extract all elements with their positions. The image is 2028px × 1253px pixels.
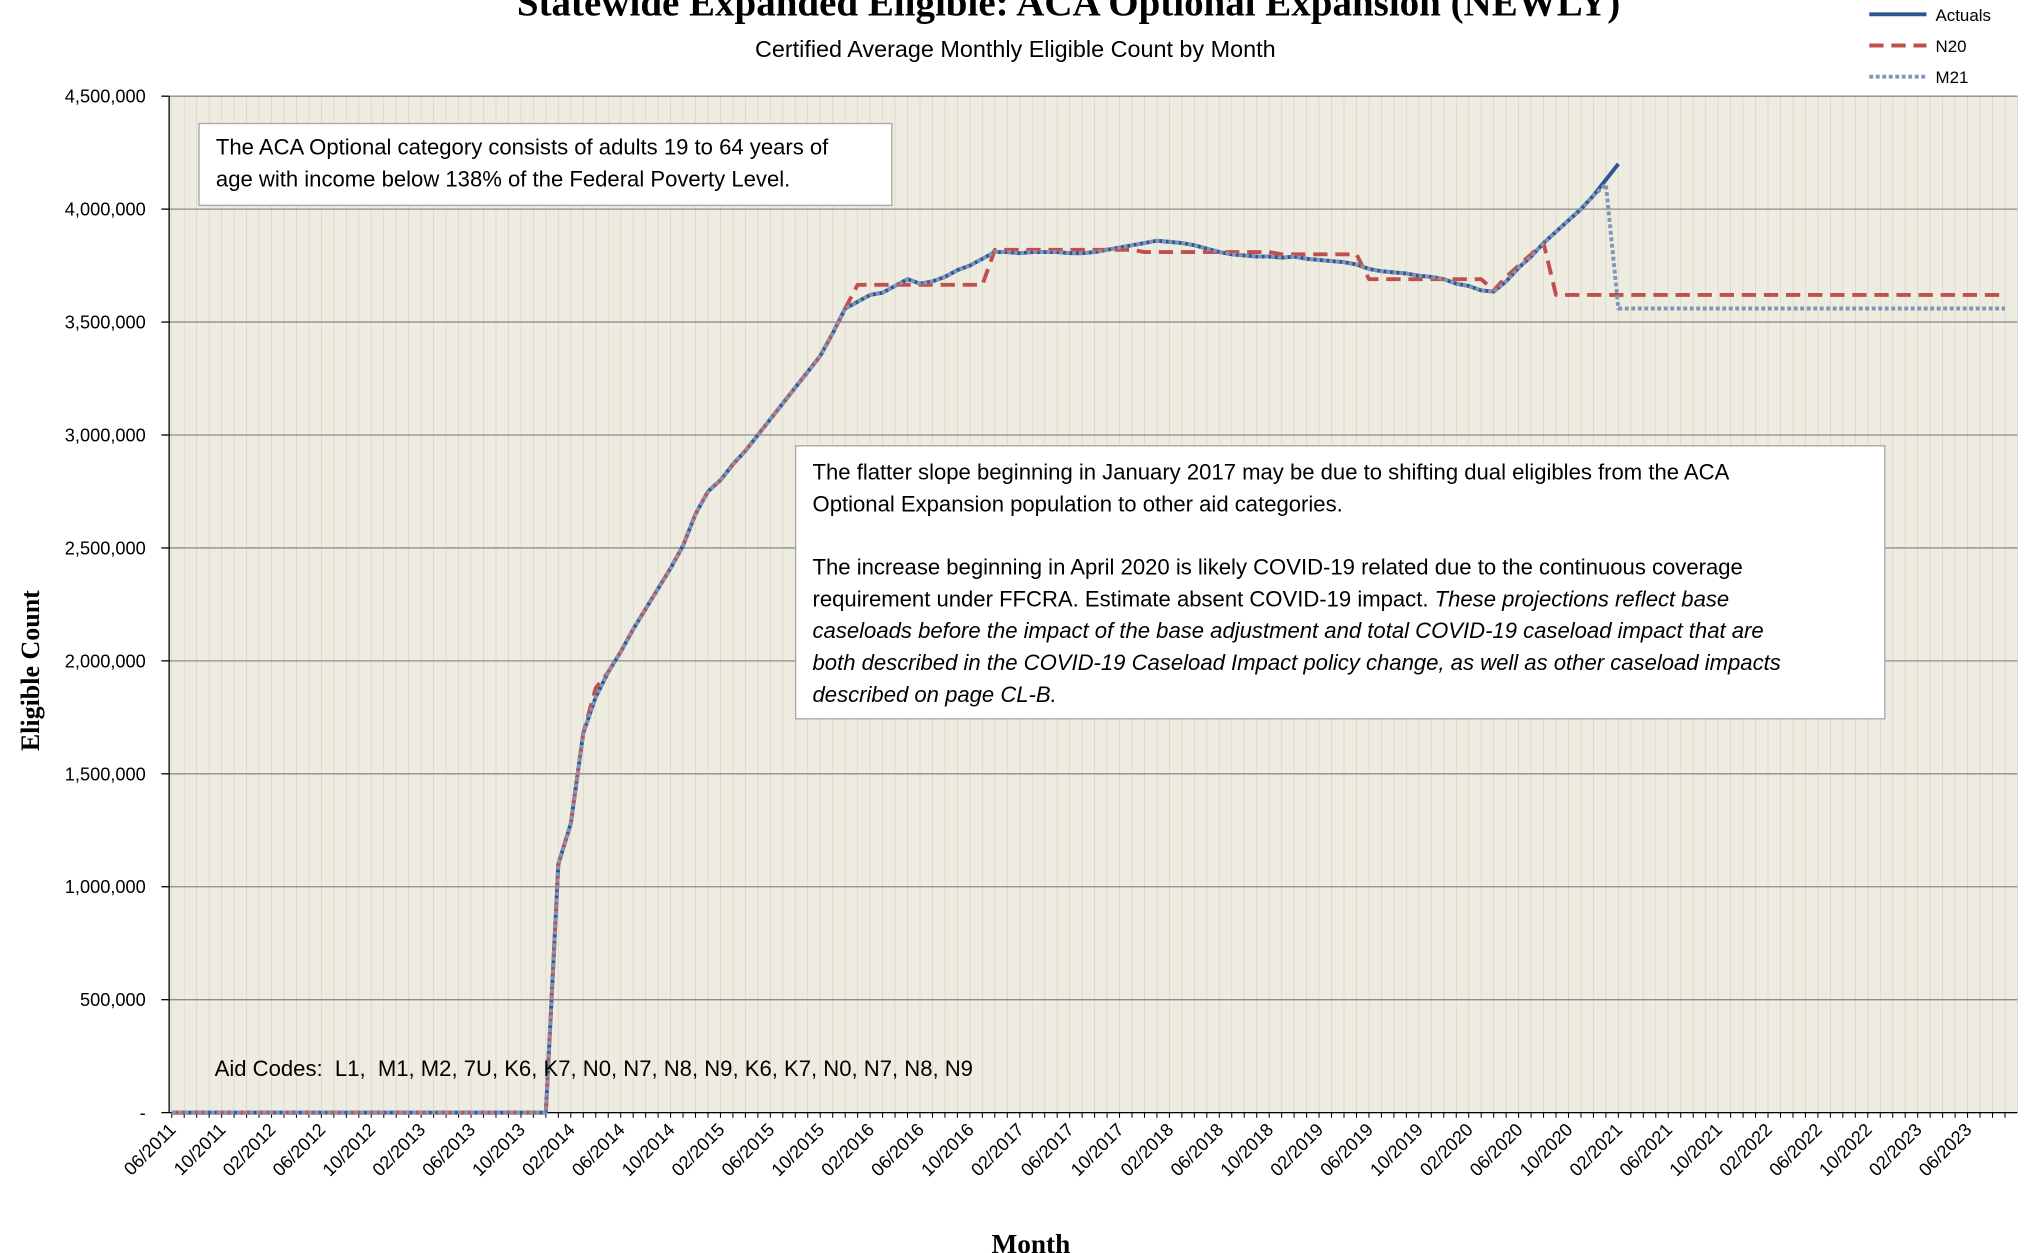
legend-label: M21 [1936,68,1969,87]
y-tick-label: 1,500,000 [65,764,146,784]
y-tick-label: 4,000,000 [65,200,146,220]
x-tick-label: 02/2020 [1416,1120,1477,1181]
note-text: caseloads before the impact of the base … [813,618,1764,643]
chart-subtitle: Certified Average Monthly Eligible Count… [755,36,1276,62]
y-tick-label: 3,500,000 [65,313,146,333]
x-axis-title: Month [991,1229,1070,1253]
x-tick-label: 06/2020 [1466,1120,1527,1181]
x-tick-label: 06/2014 [568,1120,629,1181]
note-box [794,445,1886,720]
x-tick-label: 10/2011 [170,1120,230,1180]
x-tick-label: 02/2014 [518,1120,579,1181]
note-text: Aid Codes: L1, M1, M2, 7U, K6, K7, N0, N… [215,1056,973,1081]
note-text: The flatter slope beginning in January 2… [813,460,1730,485]
note-line: both described in the COVID-19 Caseload … [813,650,1781,675]
note-text: Optional Expansion population to other a… [813,491,1343,516]
x-tick-label: 02/2017 [967,1120,1028,1181]
x-tick-label: 06/2016 [867,1120,928,1181]
x-tick-label: 06/2022 [1765,1120,1826,1181]
note-box [198,122,893,207]
x-tick-label: 06/2011 [120,1120,180,1180]
x-tick-label: 10/2015 [768,1120,829,1181]
chart-title: Statewide Expanded Eligible: ACA Optiona… [517,0,1620,25]
y-tick-label: 2,000,000 [65,651,146,671]
y-axis-title: Eligible Count [16,590,45,751]
x-tick-label: 10/2014 [618,1120,679,1181]
x-tick-label: 10/2019 [1366,1120,1427,1181]
note-text: The increase beginning in April 2020 is … [813,555,1743,580]
legend-label: N20 [1936,37,1967,56]
x-tick-label: 02/2018 [1117,1120,1178,1181]
note-line: Aid Codes: L1, M1, M2, 7U, K6, K7, N0, N… [215,1056,973,1081]
series-line [171,182,2005,1115]
x-tick-label: 02/2019 [1266,1120,1327,1181]
note-line: Optional Expansion population to other a… [813,491,1343,516]
y-tick-label: 2,500,000 [65,538,146,558]
note-line: The ACA Optional category consists of ad… [216,135,829,160]
note-line: The increase beginning in April 2020 is … [813,555,1743,580]
note-text: The ACA Optional category consists of ad… [216,135,829,160]
x-tick-label: 10/2017 [1067,1120,1128,1181]
x-tick-label: 10/2016 [917,1120,978,1181]
note-text: These projections reflect base [1435,586,1730,611]
note-line: requirement under FFCRA. Estimate absent… [813,586,1730,611]
x-tick-label: 10/2013 [468,1120,529,1181]
x-tick-label: 02/2012 [219,1120,280,1181]
legend-label: Actuals [1936,6,1991,25]
x-tick-label: 06/2019 [1316,1120,1377,1181]
note-text: age with income below 138% of the Federa… [216,167,790,192]
x-tick-label: 06/2012 [269,1120,330,1181]
x-tick-label: 10/2020 [1516,1120,1577,1181]
x-tick-label: 02/2013 [369,1120,430,1181]
y-tick-label: 3,000,000 [65,425,146,445]
note-line: The flatter slope beginning in January 2… [813,460,1730,485]
y-tick-label: 4,500,000 [65,87,146,107]
x-tick-label: 02/2016 [818,1120,879,1181]
x-tick-label: 10/2018 [1217,1120,1278,1181]
x-tick-label: 06/2013 [418,1120,479,1181]
note-line: age with income below 138% of the Federa… [216,167,790,192]
x-tick-label: 06/2015 [718,1120,779,1181]
x-tick-label: 02/2022 [1715,1120,1776,1181]
x-tick-label: 06/2021 [1616,1120,1677,1181]
x-tick-label: 10/2022 [1815,1120,1876,1181]
x-tick-label: 06/2017 [1017,1120,1078,1181]
x-tick-label: 06/2023 [1915,1120,1976,1181]
x-tick-label: 02/2023 [1865,1120,1926,1181]
x-tick-label: 02/2021 [1566,1120,1627,1181]
note-text: requirement under FFCRA. Estimate absent… [813,586,1435,611]
x-tick-label: 02/2015 [668,1120,729,1181]
note-text: both described in the COVID-19 Caseload … [813,650,1781,675]
y-tick-label: - [140,1103,146,1123]
note-text: described on page CL-B. [813,682,1057,707]
x-tick-label: 10/2021 [1666,1120,1727,1181]
y-tick-label: 1,000,000 [65,877,146,897]
x-tick-label: 06/2018 [1167,1120,1228,1181]
note-line: described on page CL-B. [813,682,1057,707]
x-tick-label: 10/2012 [319,1120,380,1181]
note-line: caseloads before the impact of the base … [813,618,1764,643]
y-tick-label: 500,000 [80,990,146,1010]
series-line [171,241,2005,1115]
